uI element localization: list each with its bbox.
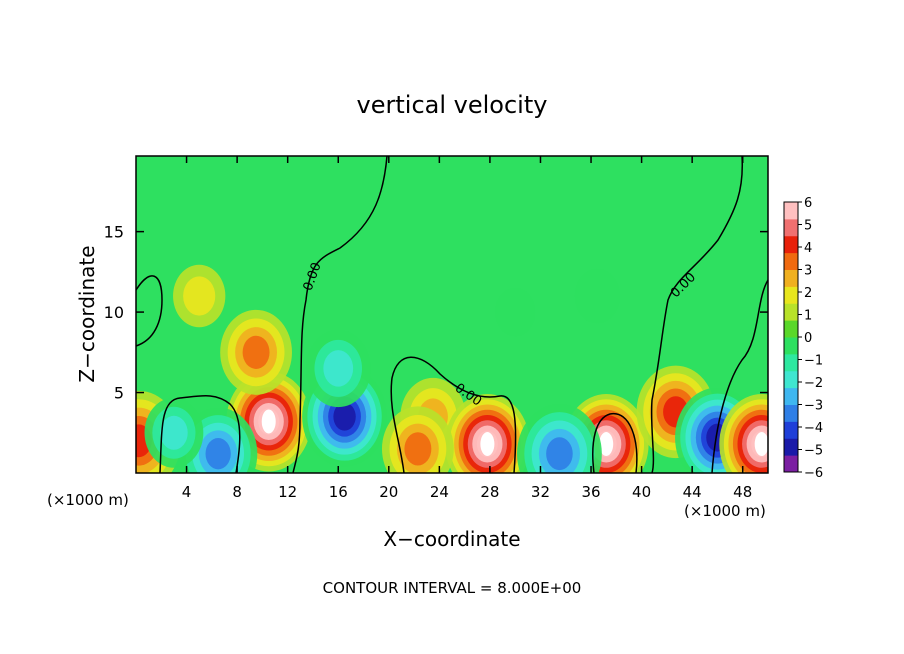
velocity-cell-2 (173, 264, 226, 328)
velocity-cell-15 (381, 406, 454, 473)
zero-contour-1 (390, 356, 517, 474)
velocity-cell-6 (445, 394, 530, 473)
colorbar-swatch (784, 286, 798, 304)
plot-area: 0.000.000.00 (135, 155, 769, 474)
x-tick-label: 32 (531, 483, 550, 501)
zero-contour-4 (159, 395, 241, 474)
zero-contour-3 (135, 275, 163, 347)
x-tick-label: 24 (430, 483, 449, 501)
x-tick-label: 8 (232, 483, 242, 501)
y-tick-label: 10 (104, 303, 124, 322)
x-tick-label: 48 (733, 483, 752, 501)
colorbar-tick-label: 0 (804, 331, 812, 346)
y-axis-label: Z−coordinate (75, 245, 99, 382)
contour-interval-footer: CONTOUR INTERVAL = 8.000E+00 (323, 579, 582, 597)
colorbar-tick-label: −1 (804, 354, 823, 369)
y-axis: 5 10 15 (104, 223, 768, 403)
colorbar-tick-label: −6 (804, 466, 823, 481)
x-tick-label: 36 (581, 483, 600, 501)
zero-contour-6 (592, 413, 638, 474)
colorbar-swatch (784, 387, 798, 405)
colorbar-swatch (784, 303, 798, 321)
y-tick-label: 5 (114, 384, 124, 403)
colorbar-tick-label: 6 (804, 196, 812, 211)
colorbar-swatch (784, 353, 798, 372)
colorbar-tick-label: 3 (804, 264, 812, 279)
colorbar-tick-label: −2 (804, 376, 823, 391)
x-axis-label: X−coordinate (383, 527, 520, 551)
velocity-cell-10 (719, 394, 768, 473)
x-unit-left: (×1000 m) (47, 491, 129, 509)
x-unit-right: (×1000 m) (684, 502, 766, 520)
velocity-cell-1 (220, 309, 292, 395)
colorbar-tick-label: 5 (804, 219, 812, 234)
x-tick-label: 40 (632, 483, 651, 501)
colorbar-swatch (784, 455, 798, 473)
y-tick-label: 15 (104, 223, 124, 242)
x-tick-label: 12 (278, 483, 297, 501)
colorbar-swatch (784, 404, 798, 422)
velocity-field (136, 264, 768, 473)
x-tick-label: 28 (480, 483, 499, 501)
velocity-cell-14 (144, 397, 204, 468)
x-tick-label: 20 (379, 483, 398, 501)
x-tick-label: 16 (329, 483, 348, 501)
velocity-cell-12 (517, 403, 602, 473)
velocity-cell-17 (494, 287, 536, 337)
colorbar-swatch (784, 218, 798, 237)
zero-contour-5 (711, 279, 769, 474)
colorbar-tick-label: 2 (804, 286, 812, 301)
zero-contour-0 (292, 155, 388, 474)
colorbar-swatch (784, 269, 798, 287)
chart-title: vertical velocity (357, 91, 548, 119)
velocity-cell-0 (226, 371, 312, 472)
colorbar-swatch (784, 370, 798, 389)
colorbar-swatch (784, 438, 798, 456)
colorbar-tick-label: −5 (804, 444, 823, 459)
x-tick-label: 4 (182, 483, 192, 501)
velocity-cell-4 (305, 329, 371, 408)
colorbar-swatch (784, 235, 798, 254)
colorbar-tick-label: 4 (804, 241, 812, 256)
colorbar-swatch (784, 320, 798, 338)
x-axis: 4 8 12 16 20 24 28 32 36 40 44 48 (182, 156, 752, 501)
x-tick-label: 44 (683, 483, 702, 501)
colorbar-tick-label: −3 (804, 399, 823, 414)
colorbar-tick-label: 1 (804, 309, 812, 324)
colorbar-swatch (784, 252, 798, 270)
colorbar-tick-label: −4 (804, 421, 823, 436)
colorbar-swatch (784, 202, 798, 220)
colorbar-swatch (784, 421, 798, 439)
colorbar-swatch (784, 337, 798, 355)
zero-contour-2 (650, 155, 744, 474)
plot-frame (135, 155, 769, 474)
velocity-cell-16 (574, 268, 621, 324)
colorbar: 6 5 4 3 2 1 0 −1 −2 −3 −4 −5 −6 (783, 196, 823, 481)
